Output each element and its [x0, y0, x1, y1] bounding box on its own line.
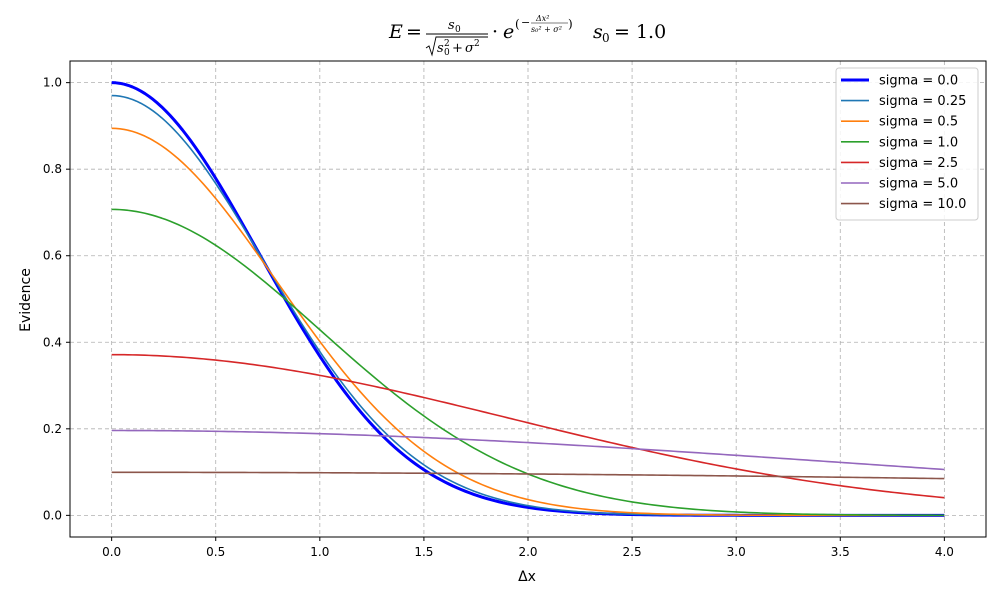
legend-label: sigma = 0.5	[879, 115, 958, 130]
y-axis-label: Evidence	[18, 268, 34, 332]
x-tick-label: 2.5	[623, 545, 642, 559]
chart-title: E = s 0 s 0 2 + σ 2 · e ( − Δx² s₀² + σ²…	[388, 14, 666, 58]
y-tick-label: 0.2	[43, 422, 62, 436]
title-E: E	[388, 21, 403, 43]
series-line-6	[111, 471, 945, 480]
title-den-s: s	[437, 41, 444, 56]
x-tick-label: 1.5	[414, 545, 433, 559]
title-e: e	[503, 21, 514, 43]
y-tick-label: 0.0	[43, 508, 62, 522]
title-num-sub: 0	[455, 25, 461, 35]
legend: sigma = 0.0 sigma = 0.25 sigma = 0.5 sigma …	[835, 67, 979, 221]
title-den-sigma: σ	[465, 41, 475, 56]
title-den-sub: 0	[444, 48, 450, 58]
axis-ticks: 0.0 0.5 1.0 1.5 2.0 2.5 3.0 3.5 4.0 0.0 0.2 0.4 0.6 0…	[43, 76, 954, 559]
title-exp-open: (	[515, 17, 520, 31]
x-tick-label: 0.5	[206, 545, 225, 559]
title-den-plus: +	[452, 41, 463, 56]
legend-label: sigma = 0.25	[879, 94, 966, 109]
x-tick-label: 3.5	[831, 545, 850, 559]
title-num-s: s	[448, 18, 455, 33]
y-tick-label: 0.8	[43, 162, 62, 176]
title-den-sigma-sup: 2	[474, 39, 480, 49]
x-tick-label: 4.0	[935, 545, 954, 559]
legend-label: sigma = 1.0	[879, 135, 958, 150]
title-exp-minus: −	[521, 16, 530, 29]
y-tick-label: 1.0	[43, 76, 62, 90]
title-equals: =	[406, 21, 422, 43]
title-exp-num: Δx²	[535, 14, 550, 23]
series-lines	[111, 81, 945, 517]
x-tick-label: 0.0	[102, 545, 121, 559]
title-dot: ·	[492, 21, 498, 43]
legend-label: sigma = 0.0	[879, 74, 958, 89]
legend-box	[835, 67, 979, 221]
title-exp-den: s₀² + σ²	[531, 25, 562, 34]
y-tick-label: 0.4	[43, 335, 62, 349]
title-den-sup: 2	[444, 39, 450, 49]
legend-label: sigma = 5.0	[879, 177, 958, 192]
legend-label: sigma = 2.5	[879, 156, 958, 171]
series-line-5	[111, 429, 945, 471]
title-param-value: = 1.0	[614, 21, 666, 43]
x-tick-label: 3.0	[727, 545, 746, 559]
legend-label: sigma = 10.0	[879, 197, 966, 212]
x-axis-label: Δx	[518, 569, 536, 585]
title-param-s: s	[593, 21, 603, 43]
series-line-4	[111, 353, 945, 499]
x-tick-label: 1.0	[310, 545, 329, 559]
title-sqrt-sign	[425, 36, 488, 57]
title-exp-close: )	[568, 17, 573, 31]
title-param-sub: 0	[602, 31, 610, 45]
x-tick-label: 2.0	[518, 545, 537, 559]
y-tick-label: 0.6	[43, 249, 62, 263]
series-line-2	[111, 127, 945, 517]
series-line-1	[111, 94, 945, 517]
